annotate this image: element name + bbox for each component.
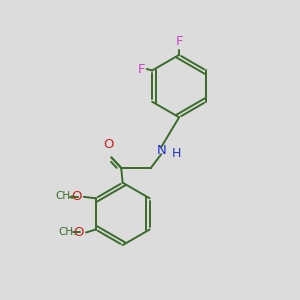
Text: CH₃: CH₃ (59, 227, 78, 238)
Text: H: H (172, 147, 182, 160)
Text: CH₃: CH₃ (56, 191, 75, 201)
Text: O: O (103, 138, 114, 151)
Text: F: F (138, 62, 146, 76)
Text: F: F (176, 35, 183, 48)
Text: O: O (71, 190, 81, 203)
Text: N: N (156, 144, 166, 157)
Text: O: O (73, 226, 84, 239)
